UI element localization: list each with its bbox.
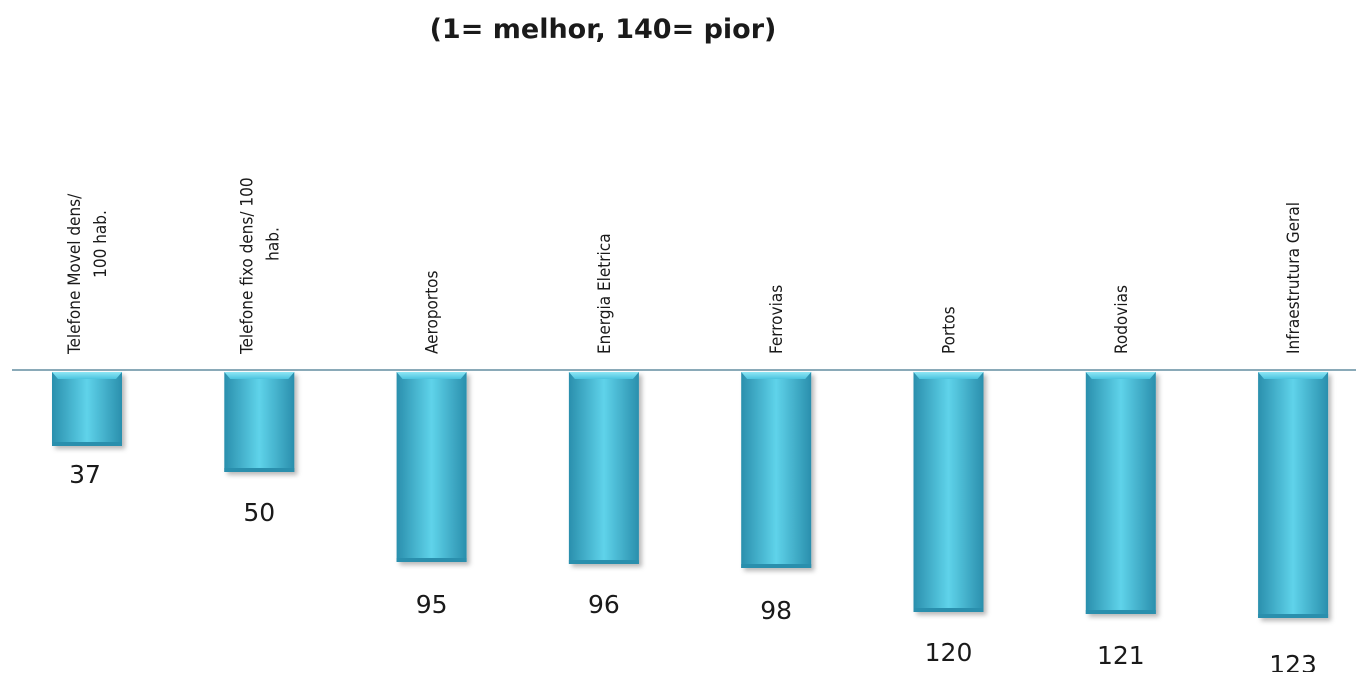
bar-body	[741, 372, 812, 568]
bar-8	[1258, 372, 1329, 618]
bar-5	[741, 372, 812, 568]
bar-body	[913, 372, 984, 612]
bar-top-bevel	[913, 372, 984, 379]
bar-bottom-edge	[913, 608, 984, 612]
value-label-7: 121	[1097, 641, 1145, 670]
bar-top-bevel	[741, 372, 812, 379]
bar-2	[224, 372, 295, 472]
bar-top-bevel	[568, 372, 639, 379]
category-label-5: Ferrovias	[767, 285, 787, 354]
bar-7	[1085, 372, 1156, 614]
value-label-4: 96	[588, 590, 620, 619]
bar-top-bevel	[1258, 372, 1329, 379]
bar-body	[396, 372, 467, 562]
bar-top-bevel	[1085, 372, 1156, 379]
bar-bottom-edge	[568, 560, 639, 564]
bar-bottom-edge	[52, 442, 122, 446]
category-label-4: Energia Eletrica	[595, 233, 615, 354]
bar-4	[568, 372, 639, 564]
bar-3	[396, 372, 467, 562]
bar-bottom-edge	[224, 468, 295, 472]
category-label-1: Telefone Movel dens/100 hab.	[65, 193, 111, 355]
bar-bottom-edge	[1258, 614, 1329, 618]
bar-body	[568, 372, 639, 564]
bar-bottom-edge	[1085, 610, 1156, 614]
value-label-1: 37	[69, 460, 101, 489]
category-label-3: Aeroportos	[423, 270, 443, 354]
category-label-7: Rodovias	[1112, 285, 1132, 354]
bar-top-bevel	[396, 372, 467, 379]
category-labels-layer: Telefone Movel dens/100 hab. Telefone fix…	[65, 177, 1304, 355]
category-label-2: Telefone fixo dens/ 100 hab.	[237, 177, 283, 355]
bar-1	[52, 372, 122, 446]
bar-body	[1085, 372, 1156, 614]
bars-layer	[52, 372, 1329, 618]
bar-bottom-edge	[741, 564, 812, 568]
bar-top-bevel	[224, 372, 295, 379]
category-label-8: Infraestrutura Geral	[1284, 202, 1304, 354]
bar-top-bevel	[52, 372, 122, 379]
bar-body	[1258, 372, 1329, 618]
value-label-8: 123	[1269, 650, 1317, 672]
bar-6	[913, 372, 984, 612]
category-label-6: Portos	[940, 306, 960, 354]
value-label-5: 98	[760, 596, 792, 625]
bar-body	[52, 372, 122, 446]
value-label-6: 120	[925, 638, 973, 667]
value-label-2: 50	[243, 498, 275, 527]
chart-title: (1= melhor, 140= pior)	[430, 14, 777, 45]
bar-body	[224, 372, 295, 472]
bar-bottom-edge	[396, 558, 467, 562]
value-label-3: 95	[416, 590, 448, 619]
